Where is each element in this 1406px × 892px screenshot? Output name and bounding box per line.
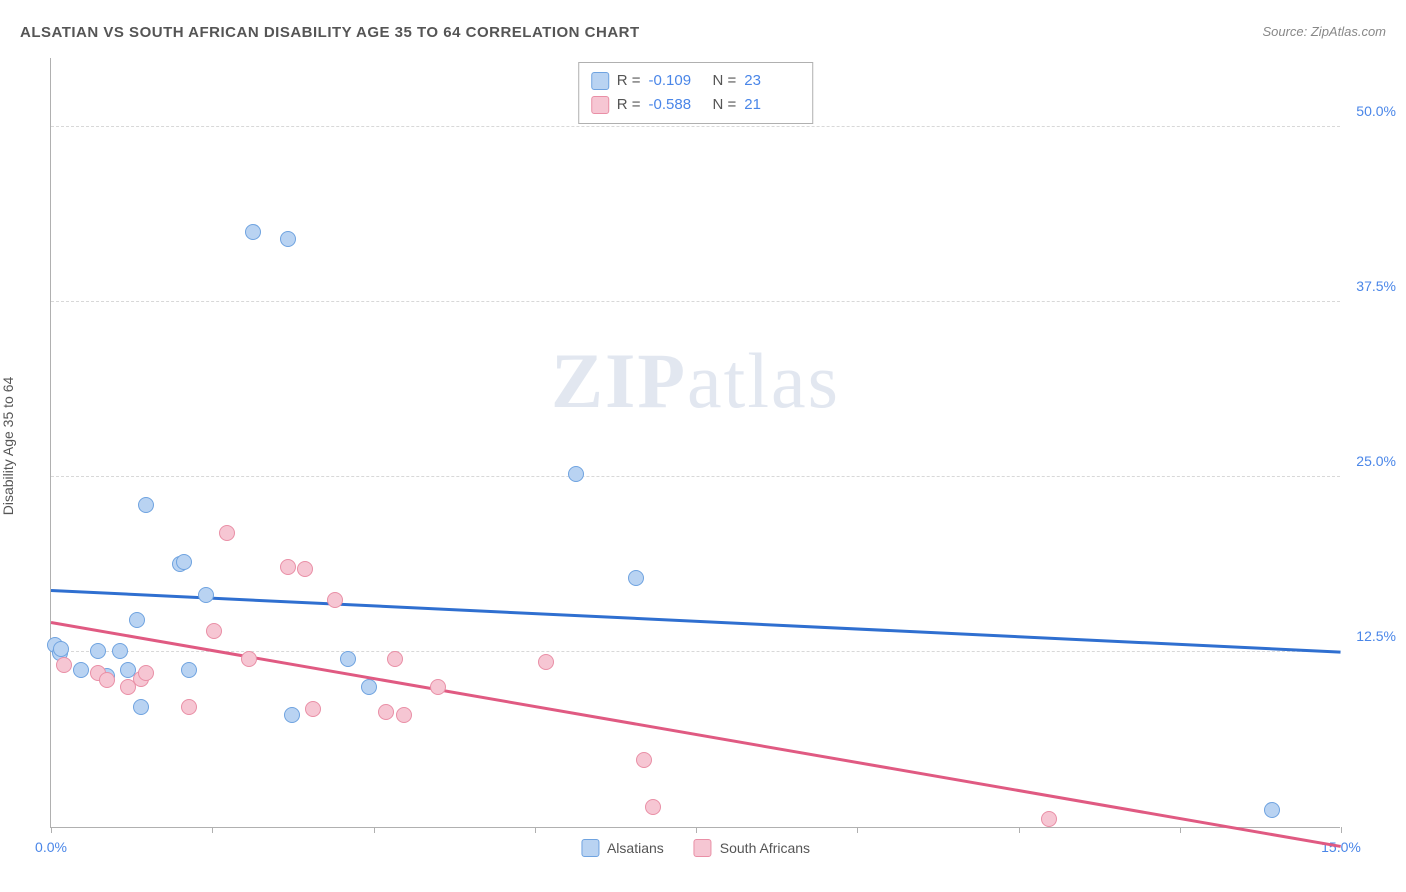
watermark-strong: ZIP [551, 337, 687, 424]
data-point [90, 643, 106, 659]
n-value: 21 [744, 93, 800, 117]
watermark: ZIPatlas [551, 336, 840, 426]
data-point [636, 752, 652, 768]
trend-line [51, 589, 1341, 654]
data-point [219, 525, 235, 541]
data-point [280, 231, 296, 247]
legend-swatch [591, 96, 609, 114]
data-point [628, 570, 644, 586]
data-point [53, 641, 69, 657]
data-point [305, 701, 321, 717]
n-value: 23 [744, 69, 800, 93]
data-point [538, 654, 554, 670]
x-tick [51, 827, 52, 833]
r-value: -0.109 [649, 69, 705, 93]
y-tick-label: 37.5% [1356, 278, 1396, 294]
data-point [99, 672, 115, 688]
legend-row: R = -0.109 N = 23 [591, 69, 801, 93]
y-axis-label: Disability Age 35 to 64 [0, 377, 16, 516]
data-point [280, 559, 296, 575]
gridline [51, 476, 1340, 477]
data-point [568, 466, 584, 482]
legend-label: South Africans [720, 840, 810, 856]
data-point [645, 799, 661, 815]
x-tick-label: 15.0% [1321, 839, 1361, 855]
legend-swatch [694, 839, 712, 857]
gridline [51, 126, 1340, 127]
legend-item: South Africans [694, 839, 810, 857]
watermark-rest: atlas [687, 337, 840, 424]
data-point [56, 657, 72, 673]
x-tick [212, 827, 213, 833]
data-point [181, 699, 197, 715]
data-point [241, 651, 257, 667]
data-point [340, 651, 356, 667]
r-label: R = [617, 69, 641, 93]
data-point [176, 554, 192, 570]
data-point [1264, 802, 1280, 818]
data-point [378, 704, 394, 720]
x-tick [374, 827, 375, 833]
source-label: Source: ZipAtlas.com [1262, 24, 1386, 39]
y-tick-label: 12.5% [1356, 628, 1396, 644]
plot-area: ZIPatlas R =-0.109N =23R =-0.588N =21 Al… [50, 58, 1340, 828]
data-point [1041, 811, 1057, 827]
data-point [297, 561, 313, 577]
data-point [284, 707, 300, 723]
n-label: N = [713, 69, 737, 93]
data-point [133, 699, 149, 715]
legend-swatch [591, 72, 609, 90]
legend-swatch [581, 839, 599, 857]
x-tick-label: 0.0% [35, 839, 67, 855]
legend-item: Alsatians [581, 839, 664, 857]
data-point [73, 662, 89, 678]
series-legend: Alsatians South Africans [581, 839, 810, 857]
data-point [361, 679, 377, 695]
n-label: N = [713, 93, 737, 117]
x-tick [1341, 827, 1342, 833]
data-point [327, 592, 343, 608]
r-value: -0.588 [649, 93, 705, 117]
x-tick [1180, 827, 1181, 833]
data-point [138, 665, 154, 681]
data-point [430, 679, 446, 695]
x-tick [857, 827, 858, 833]
r-label: R = [617, 93, 641, 117]
legend-row: R = -0.588 N = 21 [591, 93, 801, 117]
x-tick [696, 827, 697, 833]
data-point [396, 707, 412, 723]
x-tick [535, 827, 536, 833]
legend-label: Alsatians [607, 840, 664, 856]
x-tick [1019, 827, 1020, 833]
data-point [112, 643, 128, 659]
gridline [51, 301, 1340, 302]
data-point [245, 224, 261, 240]
y-tick-label: 25.0% [1356, 453, 1396, 469]
data-point [138, 497, 154, 513]
y-tick-label: 50.0% [1356, 103, 1396, 119]
data-point [387, 651, 403, 667]
correlation-legend: R = -0.109 N = 23 R = -0.588 N = 21 [578, 62, 814, 124]
data-point [198, 587, 214, 603]
data-point [181, 662, 197, 678]
data-point [206, 623, 222, 639]
data-point [129, 612, 145, 628]
chart-title: ALSATIAN VS SOUTH AFRICAN DISABILITY AGE… [20, 24, 640, 41]
